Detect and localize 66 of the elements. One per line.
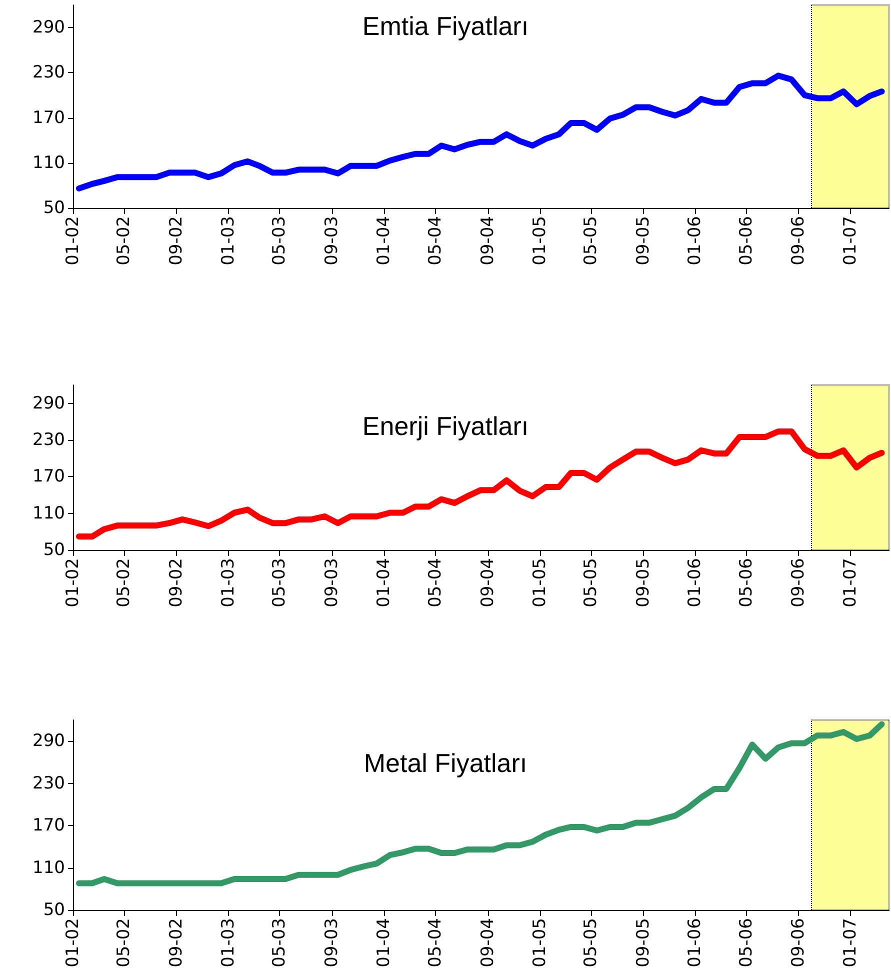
x-tick-label: 01-04 — [374, 558, 394, 608]
x-tick-label: 05-06 — [736, 558, 756, 608]
x-tick-label: 09-06 — [788, 216, 809, 266]
x-tick-label: 01-02 — [63, 558, 83, 608]
x-tick-label: 05-02 — [114, 918, 134, 968]
y-tick-label: 230 — [32, 430, 65, 450]
y-tick-label: 50 — [43, 198, 65, 218]
x-tick-label: 09-03 — [322, 216, 342, 266]
x-tick-label: 09-03 — [322, 918, 342, 968]
x-tick-label: 09-05 — [633, 558, 654, 608]
x-tick-label: 01-03 — [218, 918, 238, 968]
x-tick-label: 01-02 — [63, 918, 83, 968]
x-tick-label: 09-04 — [478, 558, 498, 608]
x-tick-label: 09-04 — [478, 216, 498, 266]
x-tick-label: 01-03 — [218, 558, 238, 608]
y-tick-label: 290 — [32, 393, 65, 414]
text: Enerji Fiyatları — [362, 411, 529, 441]
x-tick-label: 01-06 — [685, 918, 706, 968]
chart-title: Emtia Fiyatları — [362, 11, 529, 41]
x-tick-label: 01-05 — [530, 558, 550, 608]
x-tick-label: 01-06 — [685, 216, 706, 266]
x-tick-label: 01-03 — [218, 216, 238, 266]
y-tick-label: 290 — [32, 731, 65, 752]
x-tick-label: 01-07 — [840, 918, 861, 968]
y-tick-label: 50 — [43, 900, 65, 920]
x-tick-label: 09-06 — [788, 918, 809, 968]
x-tick-label: 05-03 — [270, 918, 290, 968]
x-tick-label: 09-05 — [633, 216, 654, 266]
y-tick-label: 290 — [32, 18, 65, 38]
x-tick-label: 05-05 — [580, 918, 601, 968]
y-tick-label: 110 — [32, 503, 65, 524]
x-tick-label: 09-06 — [788, 558, 809, 608]
x-tick-label: 05-02 — [114, 216, 134, 266]
x-tick-label: 09-05 — [633, 918, 654, 968]
x-tick-label: 01-04 — [374, 918, 394, 968]
x-tick-label: 09-02 — [166, 558, 186, 608]
y-tick-label: 110 — [32, 858, 65, 878]
x-tick-label: 05-04 — [425, 918, 446, 968]
x-tick-label: 05-06 — [736, 216, 756, 266]
y-tick-label: 170 — [32, 816, 65, 836]
text: Metal Fiyatları — [364, 748, 528, 778]
x-tick-label: 05-05 — [580, 216, 601, 266]
x-tick-label: 05-04 — [425, 216, 446, 266]
x-tick-label: 09-03 — [322, 558, 342, 608]
x-tick-label: 05-04 — [425, 558, 446, 608]
y-tick-label: 170 — [32, 466, 65, 487]
x-tick-label: 01-05 — [530, 216, 550, 266]
x-tick-label: 01-07 — [840, 216, 861, 266]
x-tick-label: 01-06 — [685, 558, 706, 608]
x-tick-label: 05-06 — [736, 918, 756, 968]
x-tick-label: 09-04 — [478, 918, 498, 968]
x-tick-label: 05-05 — [580, 558, 601, 608]
x-tick-label: 05-03 — [270, 216, 290, 266]
x-tick-label: 05-02 — [114, 558, 134, 608]
x-tick-label: 01-07 — [840, 558, 861, 608]
y-tick-label: 50 — [43, 540, 65, 560]
x-tick-label: 05-03 — [270, 558, 290, 608]
y-tick-label: 110 — [32, 152, 65, 173]
x-tick-label: 01-05 — [530, 918, 550, 968]
y-tick-label: 230 — [32, 773, 65, 794]
x-tick-label: 01-04 — [374, 216, 394, 266]
y-tick-label: 230 — [32, 62, 65, 83]
x-tick-label: 01-02 — [63, 216, 83, 266]
x-tick-label: 09-02 — [166, 216, 186, 266]
x-tick-label: 09-02 — [166, 918, 186, 968]
y-tick-label: 170 — [32, 108, 65, 128]
